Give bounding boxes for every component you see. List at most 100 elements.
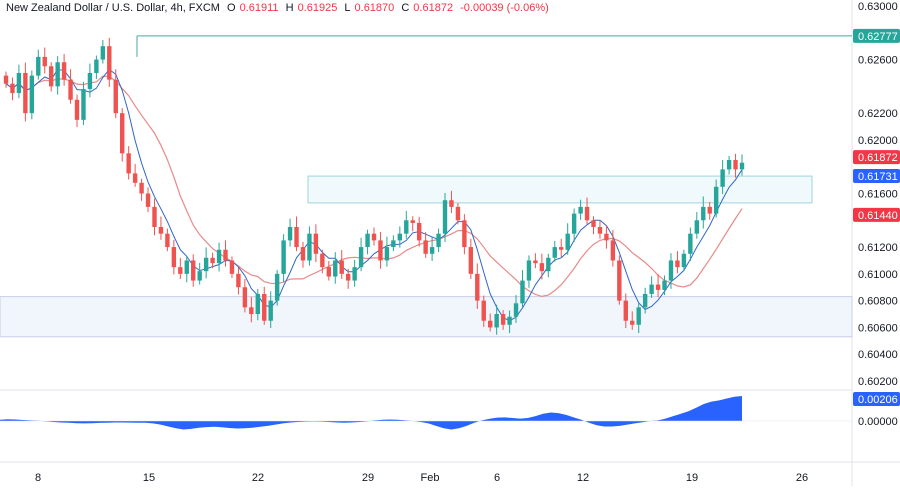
candle-body xyxy=(126,153,131,174)
candle-body xyxy=(242,287,248,308)
candle-body xyxy=(358,247,364,268)
candle-body xyxy=(255,293,260,315)
candle-body xyxy=(16,72,22,94)
candle-body xyxy=(455,206,461,221)
time-tick-label: Feb xyxy=(421,472,440,484)
candle-body xyxy=(668,260,674,281)
moving-averages xyxy=(5,68,743,322)
high-label: H xyxy=(285,2,294,14)
candle-body xyxy=(610,240,616,261)
time-tick-label: 29 xyxy=(362,472,374,484)
candle-body xyxy=(559,247,564,250)
candle-body xyxy=(552,247,557,258)
candle-body xyxy=(733,160,738,170)
candle-body xyxy=(139,182,144,194)
candle-body xyxy=(681,253,687,268)
candle-body xyxy=(597,226,603,234)
candle-body xyxy=(3,75,9,84)
time-tick-label: 15 xyxy=(143,472,155,484)
price-badge: 0.61872 xyxy=(853,150,900,165)
candle-body xyxy=(171,247,177,268)
price-badge: 0.61731 xyxy=(853,168,900,183)
candle-body xyxy=(416,222,422,241)
candle-body xyxy=(713,186,719,214)
candle-body xyxy=(294,226,299,248)
candle-body xyxy=(539,263,545,272)
time-axis[interactable]: 8 15 22 29 Feb 6 12 19 26 xyxy=(35,472,808,484)
candle-body xyxy=(546,257,551,272)
close-label: C xyxy=(401,2,410,14)
price-tick-label: 0.62200 xyxy=(858,108,898,120)
candle-body xyxy=(391,240,396,248)
candle-body xyxy=(584,206,590,221)
candle-body xyxy=(636,307,641,325)
price-badge-text: 0.61872 xyxy=(858,152,898,164)
time-tick-label: 8 xyxy=(35,472,41,484)
candle-body xyxy=(739,162,745,170)
candle-body xyxy=(701,206,706,221)
candle-body xyxy=(61,62,67,80)
candle-body xyxy=(352,267,357,281)
candle-body xyxy=(578,206,583,214)
candle-body xyxy=(145,193,151,207)
close-value: 0.61872 xyxy=(413,2,454,14)
price-badge: 0.62777 xyxy=(853,28,900,43)
candle-body xyxy=(158,226,164,234)
horizontal-line xyxy=(136,35,852,57)
price-badge-bg xyxy=(853,28,900,43)
price-tick-label: 0.60200 xyxy=(858,376,898,388)
candle-body xyxy=(23,72,28,114)
price-badge-bg xyxy=(853,207,900,222)
candle-body xyxy=(481,300,486,321)
candle-body xyxy=(617,260,622,301)
candle-body xyxy=(642,293,648,308)
candle-body xyxy=(87,72,93,90)
price-axis[interactable]: 0.63000 0.62600 0.62200 0.62000 0.61600 0.612… xyxy=(858,1,898,388)
candle-body xyxy=(565,233,570,250)
price-tick-label: 0.60600 xyxy=(858,322,898,334)
candle-body xyxy=(29,75,35,114)
candle-body xyxy=(68,79,73,100)
candle-body xyxy=(229,260,235,274)
candle-body xyxy=(533,260,538,264)
candle-body xyxy=(333,260,338,277)
price-tick-label: 0.62000 xyxy=(858,135,898,147)
low-label: L xyxy=(344,2,351,14)
price-tick-label: 0.63000 xyxy=(858,1,898,13)
candle-body xyxy=(520,280,525,304)
candle-body xyxy=(623,300,628,321)
candle-body xyxy=(74,99,80,120)
candle-body xyxy=(429,247,435,254)
candle-body xyxy=(236,273,241,288)
candle-body xyxy=(694,220,700,234)
candle-body xyxy=(132,173,138,183)
candle-body xyxy=(513,303,519,317)
candle-body xyxy=(339,260,344,274)
candle-body xyxy=(384,247,390,261)
support-zone xyxy=(0,296,853,338)
price-badge-bg xyxy=(853,168,900,183)
candle-body xyxy=(345,273,351,281)
candle-body xyxy=(120,113,125,154)
candle-body xyxy=(707,206,712,214)
candle-body xyxy=(262,293,267,321)
candle-body xyxy=(720,169,725,187)
candle-body xyxy=(287,226,293,241)
candle-body xyxy=(100,46,106,60)
price-labels: 0.62777 0.61872 0.61731 0.61440 xyxy=(853,28,900,222)
candle-body xyxy=(462,220,467,248)
candles xyxy=(3,37,745,335)
candle-body xyxy=(152,206,157,227)
oscillator-area xyxy=(0,396,742,430)
oscillator-panel: 0.00000 0.00206 xyxy=(0,392,900,430)
price-badge-text: 0.62777 xyxy=(858,31,898,43)
candle-body xyxy=(436,233,441,248)
oscillator-zero-label: 0.00000 xyxy=(858,416,898,428)
candle-body xyxy=(526,260,532,281)
slow-moving-average xyxy=(5,75,743,298)
price-badge-text: 0.61731 xyxy=(858,171,898,183)
candle-body xyxy=(300,247,306,261)
candle-body xyxy=(55,62,60,87)
